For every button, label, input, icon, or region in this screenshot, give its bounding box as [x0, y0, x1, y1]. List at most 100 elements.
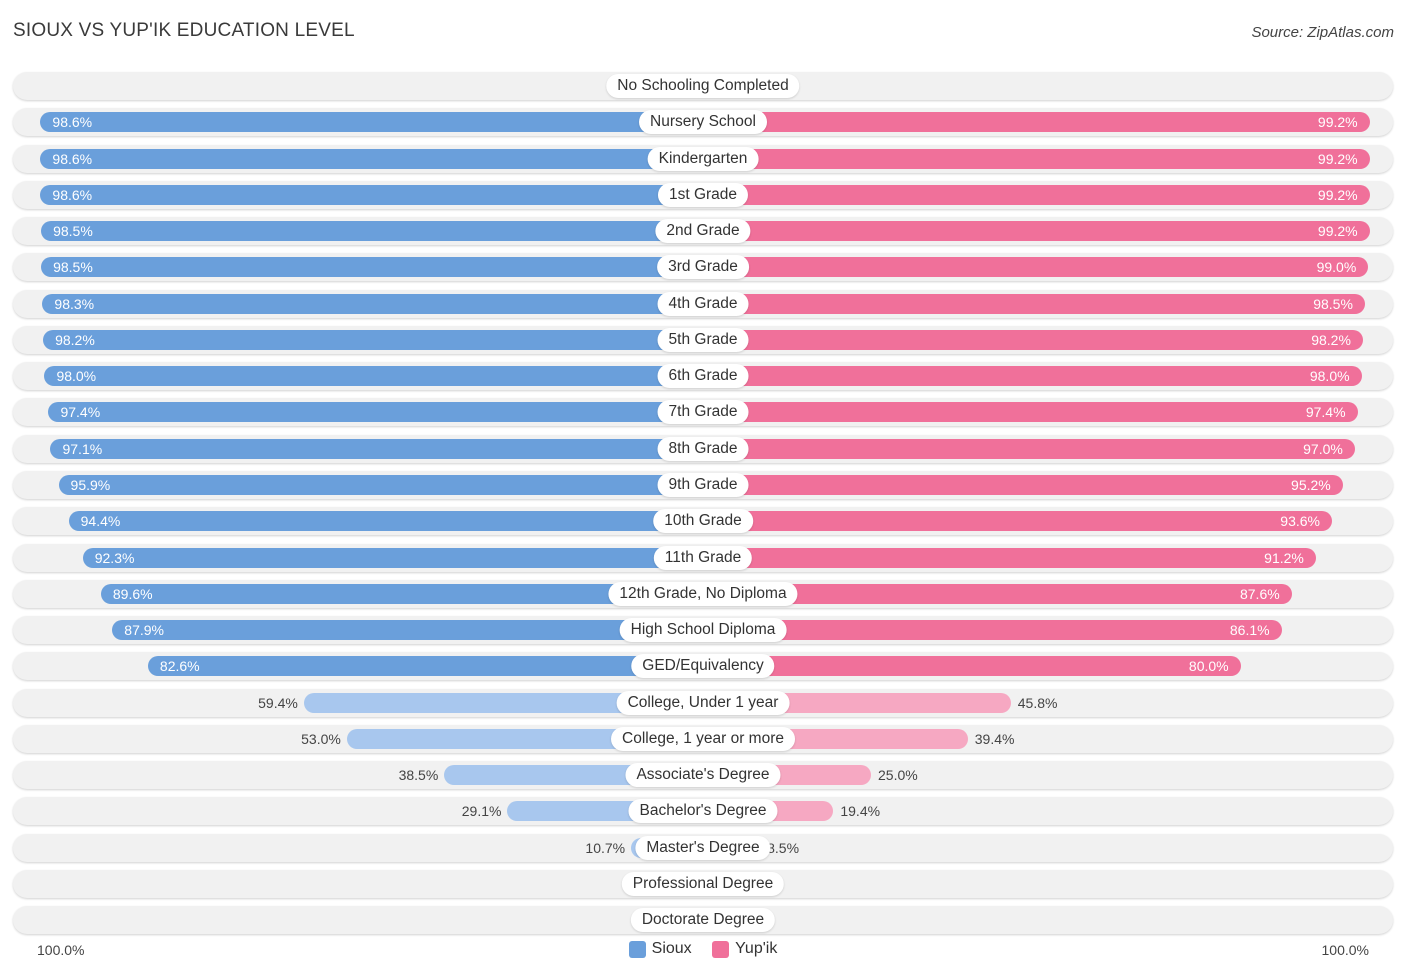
category-label: 11th Grade: [653, 546, 753, 570]
bar-sioux[interactable]: [40, 185, 703, 205]
bar-sioux[interactable]: [112, 620, 703, 640]
category-label: No Schooling Completed: [606, 74, 800, 98]
value-label-yupik: 97.4%: [1305, 404, 1346, 420]
bar-sioux[interactable]: [147, 656, 703, 676]
bar-sioux[interactable]: [82, 548, 703, 568]
bar-yupik[interactable]: [703, 330, 1363, 350]
value-label-yupik: 8.5%: [767, 840, 800, 856]
value-label-yupik: 19.4%: [840, 803, 881, 819]
value-label-sioux: 94.4%: [80, 513, 121, 529]
value-label-yupik: 99.2%: [1317, 187, 1358, 203]
category-label: Doctorate Degree: [630, 908, 776, 932]
legend: Sioux Yup'ik: [0, 940, 1406, 963]
value-label-yupik: 99.2%: [1317, 114, 1358, 130]
bar-yupik[interactable]: [703, 149, 1370, 169]
category-label: Bachelor's Degree: [628, 799, 778, 823]
value-label-sioux: 97.1%: [62, 441, 103, 457]
category-label: Professional Degree: [621, 872, 785, 896]
bar-yupik[interactable]: [703, 548, 1316, 568]
legend-label-yupik: Yup'ik: [735, 940, 778, 957]
bar-sioux[interactable]: [41, 221, 703, 241]
value-label-yupik: 87.6%: [1239, 586, 1280, 602]
bar-sioux[interactable]: [68, 511, 703, 531]
legend-label-sioux: Sioux: [651, 940, 692, 957]
bar-sioux[interactable]: [43, 330, 703, 350]
bar-yupik[interactable]: [703, 112, 1370, 132]
bar-sioux[interactable]: [303, 693, 703, 713]
category-label: Kindergarten: [647, 147, 759, 171]
bar-yupik[interactable]: [703, 475, 1343, 495]
category-label: College, Under 1 year: [616, 691, 790, 715]
bar-sioux[interactable]: [40, 112, 703, 132]
value-label-sioux: 98.6%: [52, 151, 93, 167]
value-label-sioux: 53.0%: [301, 731, 341, 747]
bar-yupik[interactable]: [703, 257, 1369, 277]
source-label: Source: ZipAtlas.com: [1251, 24, 1394, 41]
value-label-sioux: 29.1%: [461, 803, 502, 819]
bar-sioux[interactable]: [58, 475, 703, 495]
value-label-sioux: 98.5%: [53, 223, 93, 239]
value-label-sioux: 95.9%: [70, 477, 111, 493]
bar-yupik[interactable]: [703, 294, 1365, 314]
chart-title: SIOUX VS YUP'IK EDUCATION LEVEL: [13, 20, 355, 41]
value-label-sioux: 98.6%: [52, 187, 93, 203]
category-label: 6th Grade: [657, 364, 749, 388]
category-label: Associate's Degree: [625, 763, 781, 787]
bar-sioux[interactable]: [50, 439, 703, 459]
category-label: 4th Grade: [657, 292, 749, 316]
value-label-sioux: 98.5%: [53, 259, 93, 275]
value-label-sioux: 92.3%: [94, 550, 135, 566]
bar-yupik[interactable]: [703, 221, 1370, 241]
bar-yupik[interactable]: [703, 366, 1362, 386]
legend-item-yupik[interactable]: Yup'ik: [712, 940, 777, 958]
value-label-sioux: 10.7%: [585, 840, 626, 856]
value-label-yupik: 99.2%: [1317, 151, 1358, 167]
bar-sioux[interactable]: [100, 584, 703, 604]
bar-yupik[interactable]: [703, 439, 1355, 459]
legend-item-sioux[interactable]: Sioux: [628, 940, 692, 958]
bar-yupik[interactable]: [703, 402, 1358, 422]
category-label: 7th Grade: [657, 400, 749, 424]
category-label: GED/Equivalency: [631, 654, 775, 678]
category-label: 9th Grade: [657, 473, 749, 497]
bar-yupik[interactable]: [703, 656, 1241, 676]
value-label-yupik: 93.6%: [1280, 513, 1320, 529]
value-label-yupik: 98.2%: [1311, 332, 1351, 348]
value-label-yupik: 95.2%: [1291, 477, 1331, 493]
value-label-yupik: 99.2%: [1317, 223, 1358, 239]
bar-sioux[interactable]: [44, 366, 703, 386]
value-label-yupik: 80.0%: [1188, 658, 1229, 674]
bar-yupik[interactable]: [703, 620, 1282, 640]
category-label: 5th Grade: [657, 328, 749, 352]
value-label-sioux: 82.6%: [159, 658, 200, 674]
bar-yupik[interactable]: [703, 185, 1370, 205]
value-label-sioux: 98.3%: [54, 296, 95, 312]
value-label-yupik: 86.1%: [1229, 622, 1270, 638]
value-label-yupik: 39.4%: [974, 731, 1015, 747]
bar-yupik[interactable]: [703, 511, 1332, 531]
category-label: High School Diploma: [619, 618, 787, 642]
value-label-sioux: 97.4%: [60, 404, 101, 420]
category-label: 2nd Grade: [655, 219, 751, 243]
value-label-yupik: 91.2%: [1264, 550, 1304, 566]
value-label-yupik: 99.0%: [1316, 259, 1357, 275]
bar-sioux[interactable]: [40, 149, 703, 169]
value-label-sioux: 87.9%: [124, 622, 164, 638]
category-label: 10th Grade: [653, 509, 753, 533]
value-label-sioux: 59.4%: [258, 695, 298, 711]
value-label-yupik: 98.5%: [1313, 296, 1353, 312]
category-label: Master's Degree: [635, 836, 771, 860]
category-label: College, 1 year or more: [611, 727, 795, 751]
bar-yupik[interactable]: [703, 584, 1292, 604]
bar-sioux[interactable]: [48, 402, 703, 422]
legend-swatch-sioux: [628, 940, 646, 958]
category-label: 12th Grade, No Diploma: [608, 582, 798, 606]
value-label-yupik: 25.0%: [878, 767, 918, 783]
category-label: 8th Grade: [657, 437, 749, 461]
bar-sioux[interactable]: [42, 294, 703, 314]
value-label-yupik: 98.0%: [1309, 368, 1350, 384]
category-label: Nursery School: [639, 110, 767, 134]
bar-sioux[interactable]: [41, 257, 703, 277]
legend-swatch-yupik: [712, 940, 730, 958]
